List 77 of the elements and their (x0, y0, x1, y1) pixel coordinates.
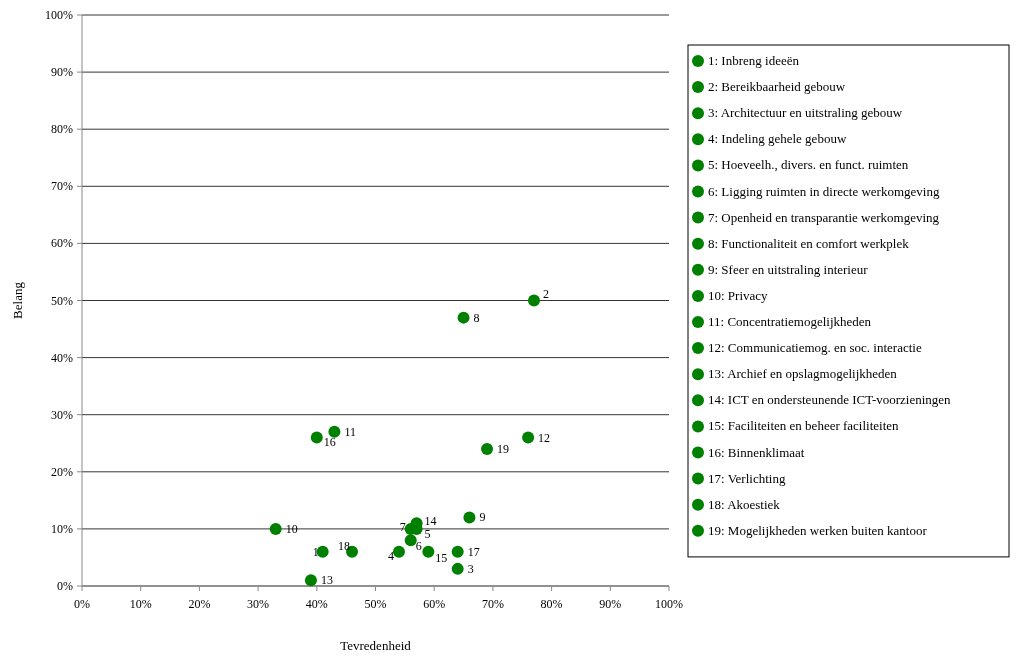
legend-label: 18: Akoestiek (708, 496, 781, 512)
y-tick-label: 80% (51, 122, 73, 137)
annotation: 8 (473, 310, 480, 325)
x-tick-label: 60% (423, 597, 446, 611)
point (527, 294, 540, 307)
x-tick-label: 30% (247, 597, 270, 611)
point (457, 311, 470, 324)
annotation: 4 (387, 548, 394, 563)
legend-label: 9: Sfeer en uitstraling interieur (708, 261, 869, 277)
legend-label: 4: Indeling gehele gebouw (708, 131, 847, 147)
legend-label: 11: Concentratiemogelijkheden (708, 314, 872, 329)
legend-label: 15: Faciliteiten en beheer faciliteiten (708, 418, 900, 434)
legend-label: 8: Functionaliteit en comfort werkplek (708, 235, 910, 251)
point (310, 431, 323, 444)
legend-label: 19: Mogelijkheden werken buiten kantoor (708, 522, 928, 538)
y-tick-label: 70% (51, 179, 73, 194)
annotation: 1 (312, 544, 319, 559)
legend-label: 10: Privacy (708, 287, 769, 303)
point (522, 431, 535, 444)
legend-label: 1: Inbreng ideeën (708, 53, 800, 68)
y-tick-label: 40% (51, 350, 73, 365)
point (463, 511, 476, 524)
legend-label: 13: Archief en opslagmogelijkheden (708, 366, 898, 382)
point (269, 522, 282, 535)
annotation: 12 (538, 430, 551, 445)
annotation: 2 (542, 286, 549, 301)
legend-label: 5: Hoeveelh., divers. en funct. ruimten (708, 157, 909, 173)
x-tick-label: 70% (481, 597, 504, 611)
y-tick-label: 50% (51, 293, 73, 308)
point (451, 545, 464, 558)
x-tick-label: 100% (655, 597, 683, 611)
x-tick-label: 40% (305, 597, 328, 611)
point (422, 545, 435, 558)
y-tick-label: 90% (51, 65, 73, 80)
legend-label: 12: Communicatiemog. en soc. interactie (708, 340, 922, 356)
point (451, 562, 464, 575)
annotation: 9 (479, 510, 486, 525)
y-tick-label: 60% (51, 236, 73, 251)
legend-label: 16: Binnenklimaat (708, 444, 805, 460)
annotation: 15 (435, 550, 448, 565)
x-tick-label: 50% (364, 597, 387, 611)
annotation: 19 (497, 441, 510, 456)
x-tick-label: 90% (599, 597, 622, 611)
point (316, 545, 329, 558)
x-tick-label: 20% (188, 597, 211, 611)
point (304, 574, 317, 587)
annotation: 10 (285, 521, 298, 536)
x-tick-label: 80% (540, 597, 563, 611)
annotation: 3 (467, 561, 474, 576)
legend-label: 14: ICT en ondersteunende ICT-voorzieningen (708, 392, 952, 408)
y-tick-label: 30% (51, 407, 73, 422)
y-tick-label: 100% (45, 8, 73, 22)
legend-label: 2: Bereikbaarheid gebouw (708, 79, 846, 95)
y-axis-title: Belang (10, 281, 25, 319)
point (392, 545, 405, 558)
annotation: 16 (323, 434, 336, 449)
annotation: 17 (467, 544, 480, 559)
annotation: 13 (320, 573, 333, 588)
annotation: 5 (424, 526, 431, 541)
point (404, 534, 417, 547)
legend-label: 17: Verlichting (708, 470, 786, 486)
x-axis-title: Tevredenheid (340, 638, 412, 653)
legend-label: 3: Architectuur en uitstraling gebouw (708, 105, 903, 121)
annotation: 6 (415, 539, 422, 554)
annotation: 11 (344, 424, 356, 439)
x-tick-label: 10% (129, 597, 152, 611)
x-tick-label: 0% (74, 597, 90, 611)
legend-label: 6: Ligging ruimten in directe werkomgeving (708, 183, 940, 199)
y-tick-label: 0% (57, 579, 73, 593)
annotation: 18 (338, 538, 351, 553)
y-tick-label: 10% (51, 521, 73, 536)
legend-label: 7: Openheid en transparantie werkomgeving (708, 209, 940, 225)
annotation: 7 (399, 519, 406, 534)
annotation: 14 (424, 514, 437, 529)
point (328, 425, 341, 438)
y-tick-label: 20% (51, 464, 73, 479)
point (481, 442, 494, 455)
